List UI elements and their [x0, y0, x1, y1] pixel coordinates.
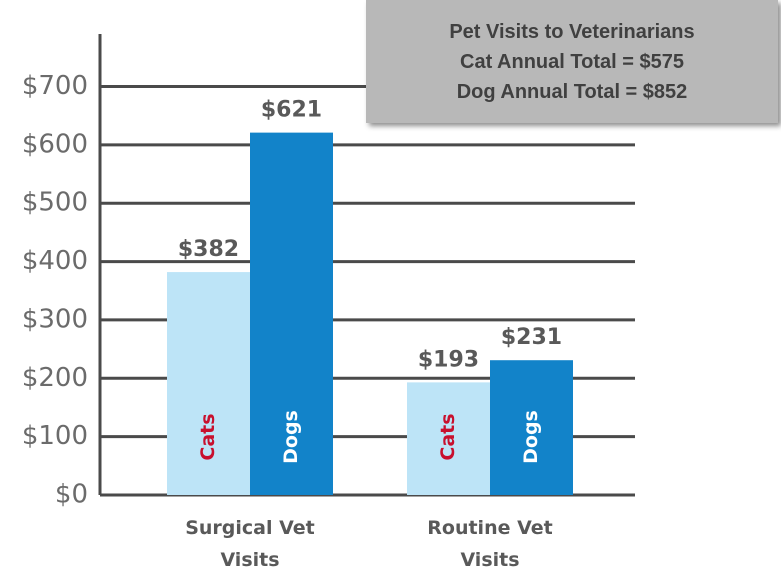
annotation: Dog Annual Total = $852 [456, 81, 688, 103]
annotation-box: Pet Visits to Veterinarians Cat Annual T… [366, 0, 778, 123]
chart-title: Pet Visits to Veterinarians [449, 21, 695, 43]
y-tick-label: $300 [22, 304, 88, 334]
y-tick-label: $0 [55, 480, 88, 510]
bar [250, 132, 333, 495]
bar [167, 272, 250, 495]
bar [490, 360, 573, 495]
x-tick-label: Surgical Vet Visits [185, 517, 315, 571]
y-tick-label: $100 [22, 421, 88, 451]
value-label: $231 [501, 325, 562, 350]
y-tick-label: $200 [22, 363, 88, 393]
series-label: Dogs [520, 410, 542, 464]
y-tick-label: $700 [22, 71, 88, 101]
series-label: Cats [197, 413, 219, 460]
annotation: Cat Annual Total = $575 [460, 51, 684, 73]
x-tick-label: Routine Vet Visits [427, 517, 553, 571]
bar [407, 382, 490, 495]
value-label: $382 [178, 237, 239, 262]
series-label: Dogs [280, 410, 302, 464]
y-tick-label: $500 [22, 188, 88, 218]
y-tick-label: $400 [22, 246, 88, 276]
series-label: Cats [437, 413, 459, 460]
value-label: $193 [418, 347, 479, 372]
y-tick-label: $600 [22, 129, 88, 159]
value-label: $621 [261, 98, 322, 123]
